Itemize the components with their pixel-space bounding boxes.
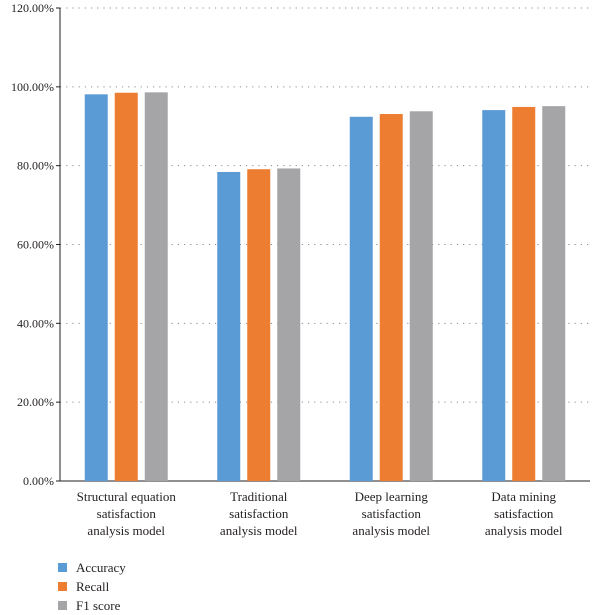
bar-accuracy <box>217 171 241 481</box>
category-labels: Structural equation satisfaction analysis … <box>77 489 563 538</box>
legend-label-f1-score: F1 score <box>76 597 121 613</box>
y-tick-label: 100.00% <box>11 80 54 94</box>
legend-swatch-f1-score <box>58 601 67 610</box>
y-tick-label: 0.00% <box>23 474 54 488</box>
y-tick-label: 40.00% <box>17 316 54 330</box>
legend-swatch-accuracy <box>58 563 67 572</box>
legend-item-f1-score: F1 score <box>58 596 126 615</box>
legend-label-accuracy: Accuracy <box>76 559 126 575</box>
legend-label-recall: Recall <box>76 578 110 594</box>
bar-accuracy <box>84 94 108 481</box>
bar-f1-score <box>409 111 433 481</box>
bar-recall <box>247 169 271 481</box>
y-tick-label: 60.00% <box>17 238 54 252</box>
bars <box>84 92 566 482</box>
legend: Accuracy Recall F1 score <box>58 558 126 615</box>
category-label: Traditional satisfaction analysis model <box>220 489 298 538</box>
bar-accuracy <box>349 116 373 481</box>
y-tick-label: 120.00% <box>11 1 54 15</box>
category-label: Deep learning satisfaction analysis model <box>352 489 430 538</box>
bar-recall <box>512 106 536 481</box>
category-label: Structural equation satisfaction analysis … <box>77 489 177 538</box>
legend-swatch-recall <box>58 582 67 591</box>
bar-recall <box>114 92 138 481</box>
gridlines <box>60 7 590 403</box>
bar-f1-score <box>542 106 566 482</box>
legend-item-accuracy: Accuracy <box>58 558 126 577</box>
bar-recall <box>379 114 403 482</box>
y-tick-label: 80.00% <box>17 159 54 173</box>
bar-f1-score <box>277 168 301 481</box>
y-tick-labels: 0.00% 20.00% 40.00% 60.00% 80.00% 100.00% 120.… <box>11 1 60 488</box>
bar-f1-score <box>144 92 168 481</box>
legend-item-recall: Recall <box>58 577 126 596</box>
bar-accuracy <box>482 110 506 481</box>
category-label: Data mining satisfaction analysis model <box>485 489 563 538</box>
axes <box>59 8 590 482</box>
y-tick-label: 20.00% <box>17 395 54 409</box>
